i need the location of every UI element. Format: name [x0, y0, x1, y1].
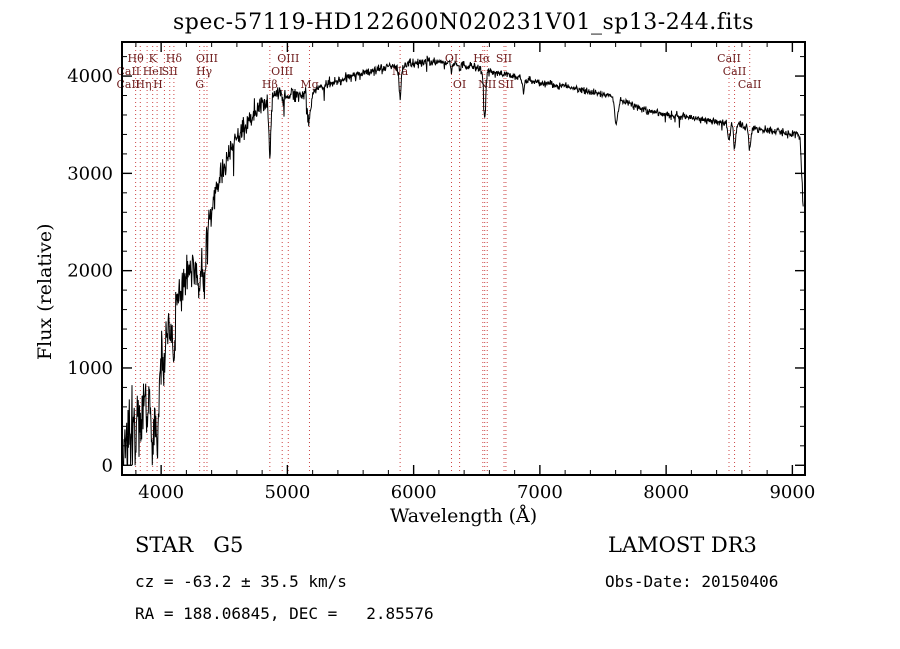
y-tick-label: 2000 — [67, 261, 113, 282]
spectral-line-label: K — [149, 52, 158, 65]
x-tick-label: 5000 — [264, 482, 310, 503]
spectral-line-label: OIII — [196, 52, 218, 65]
x-tick-label: 4000 — [138, 482, 184, 503]
spectral-line-label: OI — [453, 78, 466, 91]
y-tick-label: 4000 — [67, 66, 113, 87]
ra-dec-value: RA = 188.06845, DEC = 2.85576 — [135, 604, 434, 623]
survey-label: LAMOST DR3 — [608, 533, 757, 557]
spectrum-trace — [121, 55, 804, 466]
spectral-line-label: SII — [496, 52, 512, 65]
spectral-line-label: SII — [498, 78, 514, 91]
plot-title: spec-57119-HD122600N020231V01_sp13-244.f… — [172, 10, 755, 35]
plot-frame — [121, 41, 806, 476]
y-tick-label: 1000 — [67, 358, 113, 379]
y-tick-label: 3000 — [67, 163, 113, 184]
spectral-line-label: Hγ — [196, 65, 213, 78]
cz-value: cz = -63.2 ± 35.5 km/s — [135, 572, 347, 591]
spectral-line-label: Hβ — [262, 78, 278, 91]
spectral-line-label: H — [153, 78, 163, 91]
spectral-line-label: OIII — [277, 52, 299, 65]
spectral-line-label: Hα — [473, 52, 491, 65]
y-tick-label: 0 — [102, 455, 113, 476]
spectral-line-label: Hη — [135, 78, 151, 91]
spectral-line-label: HeI — [143, 65, 163, 78]
spectral-line-label: Mg — [300, 78, 318, 91]
obs-date-value: Obs-Date: 20150406 — [605, 572, 779, 591]
x-tick-label: 6000 — [391, 482, 437, 503]
spectral-line-label: OIII — [271, 65, 293, 78]
spectral-line-label: CaII — [723, 65, 747, 78]
spectral-line-label: CaII — [738, 78, 762, 91]
spectral-line-label: CaII — [717, 52, 741, 65]
spectral-line-label: G — [195, 78, 204, 91]
object-class-label: STAR G5 — [135, 533, 244, 557]
spectral-line-label: Hθ — [128, 52, 145, 65]
spectral-line-label: SII — [162, 65, 178, 78]
x-tick-label: 9000 — [769, 482, 815, 503]
spectral-line-label: Hδ — [166, 52, 183, 65]
x-tick-label: 8000 — [643, 482, 689, 503]
x-axis-label: Wavelength (Å) — [389, 505, 538, 527]
x-tick-label: 7000 — [517, 482, 563, 503]
